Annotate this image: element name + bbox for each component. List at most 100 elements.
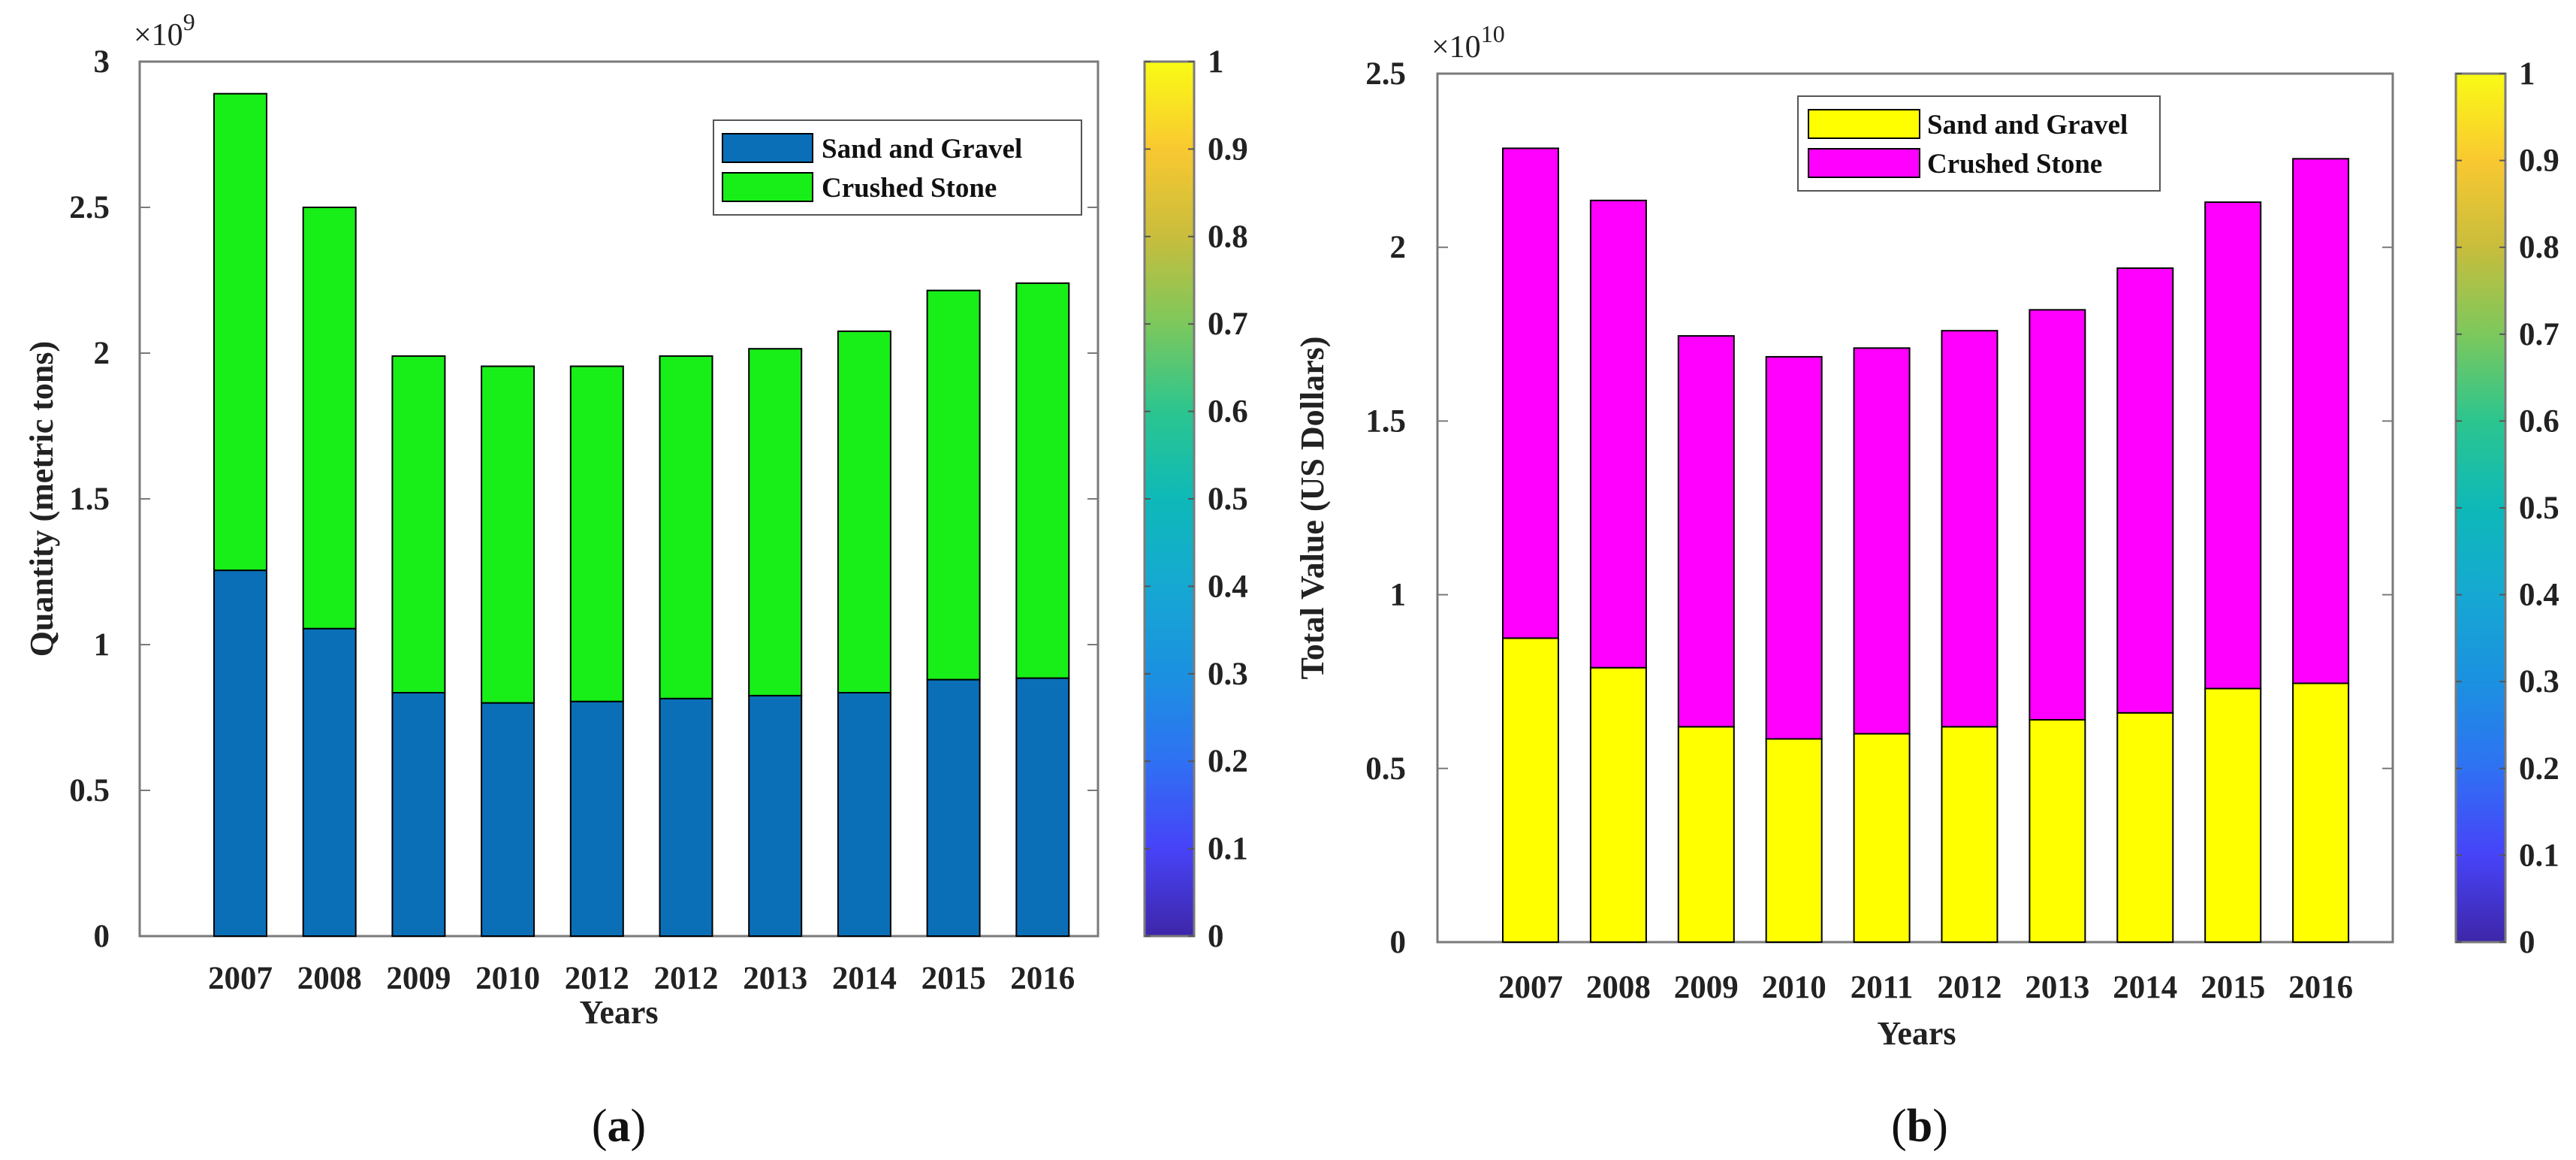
- chart-b-bar-sand-and-gravel-6: [2029, 719, 2086, 943]
- chart-b-y-scale: ×1010: [1431, 20, 1505, 65]
- chart-b-x-tick-label-7: 2014: [2113, 970, 2177, 1005]
- chart-b-bar-sand-and-gravel-3: [1765, 738, 1823, 943]
- chart-b-y-ticks: 0 0.5 1 1.5 2 2.5: [1365, 56, 2393, 960]
- chart-a-y-scale: ×109: [134, 8, 195, 53]
- chart-b-x-tick-label-3: 2010: [1762, 970, 1826, 1005]
- chart-a-x-tick-label-4: 2012: [565, 961, 629, 996]
- chart-b-bar-crushed-stone-1: [1589, 199, 1647, 669]
- chart-a-colorbar-tick-label-10: 1: [1208, 44, 1224, 80]
- chart-a-legend: Sand and Gravel Crushed Stone: [713, 119, 1082, 216]
- chart-a-y-tick-label-2: 1: [94, 627, 110, 663]
- chart-b-bar-crushed-stone-2: [1677, 335, 1735, 728]
- chart-a-colorbar-tick-label-9: 0.9: [1208, 131, 1248, 167]
- chart-a-colorbar-tick-label-1: 0.1: [1208, 832, 1248, 867]
- chart-b-bar-crushed-stone-7: [2116, 267, 2174, 714]
- chart-b-colorbar-tick-label-9: 0.9: [2519, 143, 2559, 179]
- chart-b-colorbar: [2454, 72, 2507, 944]
- chart-a-legend-label-sand-gravel: Sand and Gravel: [822, 134, 1022, 165]
- chart-b-bar-crushed-stone-0: [1502, 147, 1559, 639]
- chart-b-colorbar-tick-label-4: 0.4: [2519, 578, 2559, 613]
- chart-a-bar-sand-and-gravel-2: [391, 692, 446, 937]
- chart-b-legend-label-sand-gravel: Sand and Gravel: [1927, 110, 2128, 140]
- chart-a-x-tick-label-0: 2007: [208, 961, 273, 996]
- chart-b-colorbar-tick-label-6: 0.6: [2519, 403, 2559, 439]
- chart-a-colorbar-tick-label-8: 0.8: [1208, 219, 1248, 255]
- chart-b-legend: Sand and Gravel Crushed Stone: [1797, 95, 2161, 192]
- chart-b-caption: (b): [1891, 1101, 1948, 1152]
- chart-b-colorbar-tick-label-10: 1: [2519, 56, 2535, 92]
- chart-a-x-tick-label-3: 2010: [475, 961, 540, 996]
- chart-b-y-tick-label-3: 1.5: [1365, 403, 1406, 439]
- chart-b-x-tick-label-5: 2012: [1938, 970, 2002, 1005]
- chart-a-x-tick-label-8: 2015: [922, 961, 986, 996]
- chart-b-x-tick-label-2: 2009: [1674, 970, 1739, 1005]
- chart-a: 00.511.522.53 2007 2008 2009 2010 2012 2012 20…: [23, 8, 1248, 1152]
- chart-b-bar-crushed-stone-4: [1853, 347, 1911, 735]
- chart-b-x-axis-title: Years: [1877, 1015, 1956, 1052]
- chart-b-legend-swatch-sand-gravel: [1808, 109, 1920, 139]
- chart-a-colorbar-tick-label-4: 0.4: [1208, 569, 1248, 604]
- chart-b-colorbar-tick-label-1: 0.1: [2519, 838, 2559, 873]
- chart-a-bar-crushed-stone-1: [302, 207, 357, 630]
- chart-a-bar-sand-and-gravel-5: [659, 697, 713, 937]
- chart-b: 0 0.5 1 1.5 2 2.5 2007 2008 2009 2010 2011 2012 201…: [1294, 20, 2559, 1152]
- chart-a-colorbar-tick-label-6: 0.6: [1208, 394, 1248, 430]
- chart-a-bar-crushed-stone-0: [213, 92, 267, 572]
- chart-b-colorbar-ticks: 0 0.1 0.2 0.3 0.4 0.5 0.6 0.7 0.8 0.9 1: [2456, 56, 2559, 960]
- chart-a-y-tick-label-3: 1.5: [69, 482, 110, 517]
- chart-a-bar-crushed-stone-2: [391, 355, 446, 693]
- chart-b-bar-crushed-stone-3: [1765, 355, 1823, 740]
- chart-a-x-tick-label-1: 2008: [297, 961, 362, 996]
- chart-a-y-tick-label-5: 2.5: [69, 190, 110, 225]
- chart-a-bar-crushed-stone-4: [569, 365, 624, 702]
- chart-b-x-tick-label-6: 2013: [2025, 970, 2089, 1005]
- chart-b-colorbar-tick-label-8: 0.8: [2519, 230, 2559, 265]
- chart-b-bar-sand-and-gravel-1: [1589, 666, 1647, 943]
- chart-a-bar-sand-and-gravel-8: [926, 678, 981, 937]
- chart-b-y-axis-title: Total Value (US Dollars): [1294, 337, 1331, 680]
- chart-b-colorbar-tick-label-5: 0.5: [2519, 491, 2559, 526]
- chart-a-x-ticks: 2007 2008 2009 2010 2012 2012 2013 2014 2015 2016: [208, 961, 1075, 996]
- chart-a-legend-swatch-sand-gravel: [722, 133, 813, 163]
- chart-b-bar-sand-and-gravel-5: [1941, 726, 1998, 943]
- chart-a-bar-crushed-stone-9: [1015, 282, 1070, 679]
- chart-b-y-tick-label-5: 2.5: [1365, 56, 1406, 92]
- chart-a-legend-label-crushed-stone: Crushed Stone: [822, 173, 997, 204]
- chart-a-colorbar-tick-label-0: 0: [1208, 919, 1224, 954]
- chart-b-bar-sand-and-gravel-9: [2292, 682, 2350, 943]
- chart-b-legend-swatch-crushed-stone: [1808, 148, 1920, 178]
- chart-a-legend-swatch-crushed-stone: [722, 172, 813, 202]
- chart-b-bar-crushed-stone-5: [1941, 330, 1998, 728]
- chart-a-y-tick-label-6: 3: [94, 44, 110, 80]
- chart-b-y-tick-label-2: 1: [1390, 578, 1407, 613]
- chart-a-bar-crushed-stone-3: [481, 365, 535, 704]
- chart-a-bar-crushed-stone-5: [659, 355, 713, 699]
- chart-a-y-tick-label-4: 2: [94, 336, 110, 371]
- chart-b-x-tick-label-1: 2008: [1586, 970, 1651, 1005]
- chart-a-y-tick-label-1: 0.5: [69, 773, 110, 808]
- chart-b-y-tick-label-1: 0.5: [1365, 751, 1406, 787]
- chart-b-bar-sand-and-gravel-4: [1853, 733, 1911, 943]
- chart-b-bar-crushed-stone-8: [2204, 201, 2262, 690]
- chart-a-y-axis-title: Quantity (metric tons): [23, 341, 60, 657]
- chart-b-colorbar-tick-label-0: 0: [2519, 925, 2535, 960]
- chart-b-x-tick-label-9: 2016: [2288, 970, 2353, 1005]
- chart-b-colorbar-tick-label-3: 0.3: [2519, 664, 2559, 699]
- chart-a-y-tick-label-0: 0: [94, 919, 110, 954]
- chart-a-y-ticks: 0 0.5 1 1.5 2 2.5 3: [69, 44, 1098, 954]
- chart-a-bar-crushed-stone-7: [837, 330, 891, 693]
- chart-a-bar-sand-and-gravel-0: [213, 569, 267, 937]
- chart-a-bar-sand-and-gravel-6: [748, 694, 803, 938]
- chart-a-colorbar-tick-label-5: 0.5: [1208, 482, 1248, 517]
- chart-b-bar-sand-and-gravel-0: [1502, 637, 1559, 944]
- chart-a-caption: (a): [592, 1101, 646, 1152]
- chart-b-bar-crushed-stone-9: [2292, 158, 2350, 684]
- chart-a-bar-sand-and-gravel-7: [837, 692, 891, 937]
- chart-a-x-tick-label-2: 2009: [386, 961, 451, 996]
- chart-a-colorbar: [1143, 60, 1196, 938]
- chart-a-colorbar-tick-label-7: 0.7: [1208, 307, 1248, 342]
- chart-a-bars: [213, 92, 1070, 938]
- chart-b-legend-label-crushed-stone: Crushed Stone: [1927, 149, 2102, 180]
- chart-b-colorbar-tick-label-7: 0.7: [2519, 317, 2559, 352]
